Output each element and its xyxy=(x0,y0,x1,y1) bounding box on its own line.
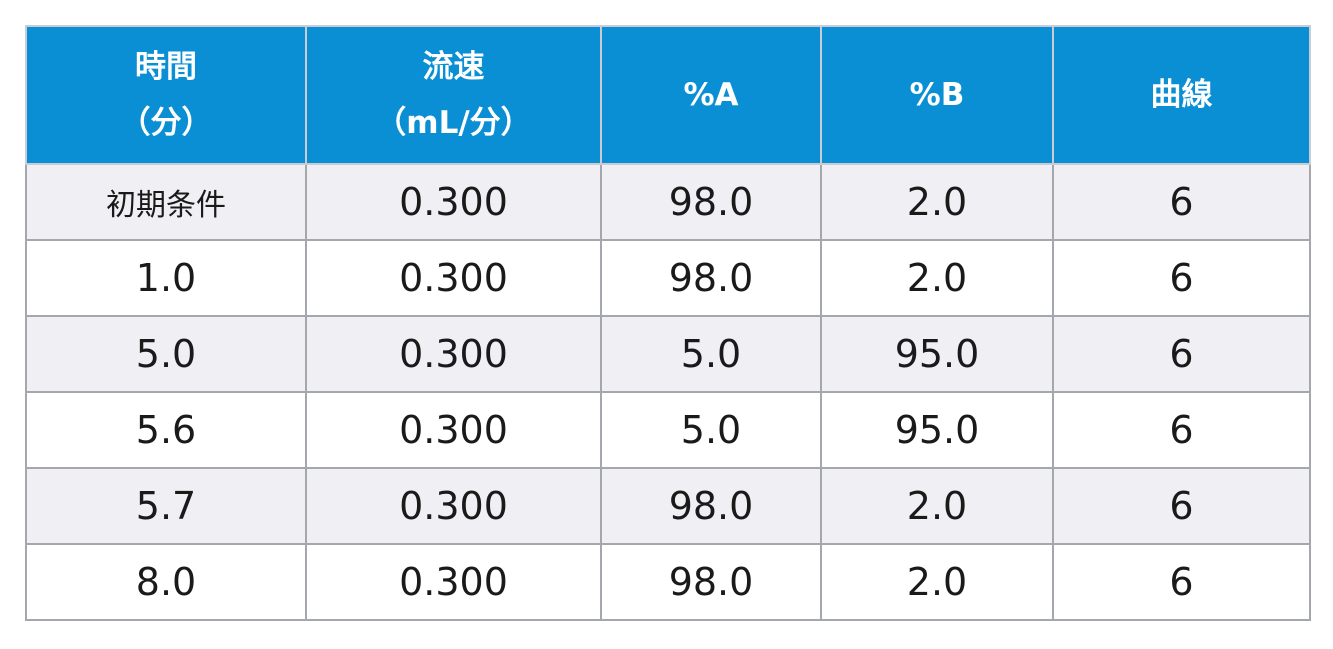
table-cell: 6 xyxy=(1052,543,1311,621)
table-cell: 0.300 xyxy=(305,543,602,621)
table-cell: 初期条件 xyxy=(25,163,307,241)
table-cell: 5.0 xyxy=(600,391,822,469)
header-cell: 曲線 xyxy=(1052,25,1311,165)
table-cell: 6 xyxy=(1052,239,1311,317)
table-cell: 2.0 xyxy=(820,163,1054,241)
table-row: 初期条件 0.300 98.0 2.0 6 xyxy=(25,163,1311,241)
header-cell: 流速 （mL/分） xyxy=(305,25,602,165)
table-cell: 98.0 xyxy=(600,163,822,241)
table-cell: 2.0 xyxy=(820,467,1054,545)
table-cell: 0.300 xyxy=(305,239,602,317)
table-cell: 5.0 xyxy=(25,315,307,393)
header-text: %A xyxy=(683,77,739,113)
table-cell: 0.300 xyxy=(305,391,602,469)
header-cell: 時間 （分） xyxy=(25,25,307,165)
table-row: 5.7 0.300 98.0 2.0 6 xyxy=(25,467,1311,545)
header-row: 時間 （分） 流速 （mL/分） %A %B 曲線 xyxy=(25,25,1311,165)
table-row: 8.0 0.300 98.0 2.0 6 xyxy=(25,543,1311,621)
header-text: 時間 xyxy=(135,49,197,85)
table-body: 初期条件 0.300 98.0 2.0 6 1.0 0.300 98.0 2.0 6 5.0 0.30… xyxy=(25,163,1311,621)
header-text: %B xyxy=(909,77,965,113)
table-cell: 98.0 xyxy=(600,239,822,317)
table-cell: 2.0 xyxy=(820,543,1054,621)
table-cell: 5.7 xyxy=(25,467,307,545)
table-cell: 0.300 xyxy=(305,315,602,393)
table-cell: 6 xyxy=(1052,163,1311,241)
table-cell: 2.0 xyxy=(820,239,1054,317)
table-cell: 8.0 xyxy=(25,543,307,621)
table-row: 5.0 0.300 5.0 95.0 6 xyxy=(25,315,1311,393)
header-cell: %A xyxy=(600,25,822,165)
table-cell: 95.0 xyxy=(820,315,1054,393)
table-cell: 6 xyxy=(1052,391,1311,469)
table-row: 5.6 0.300 5.0 95.0 6 xyxy=(25,391,1311,469)
table-cell: 98.0 xyxy=(600,467,822,545)
table-cell: 0.300 xyxy=(305,467,602,545)
table-cell: 5.0 xyxy=(600,315,822,393)
header-text: 曲線 xyxy=(1150,77,1213,113)
table-cell: 0.300 xyxy=(305,163,602,241)
table-cell: 6 xyxy=(1052,315,1311,393)
gradient-table: 時間 （分） 流速 （mL/分） %A %B 曲線 初期条件 0.300 98.0 2.0 6 1.0… xyxy=(25,25,1311,621)
table-cell: 98.0 xyxy=(600,543,822,621)
table-container: 時間 （分） 流速 （mL/分） %A %B 曲線 初期条件 0.300 98.0 2.0 6 1.0… xyxy=(25,25,1311,621)
table-row: 1.0 0.300 98.0 2.0 6 xyxy=(25,239,1311,317)
header-text: （分） xyxy=(119,105,213,141)
table-cell: 6 xyxy=(1052,467,1311,545)
header-text: 流速 xyxy=(422,49,485,85)
table-cell: 1.0 xyxy=(25,239,307,317)
header-cell: %B xyxy=(820,25,1054,165)
table-cell: 95.0 xyxy=(820,391,1054,469)
table-cell: 5.6 xyxy=(25,391,307,469)
header-text: （mL/分） xyxy=(375,105,532,141)
